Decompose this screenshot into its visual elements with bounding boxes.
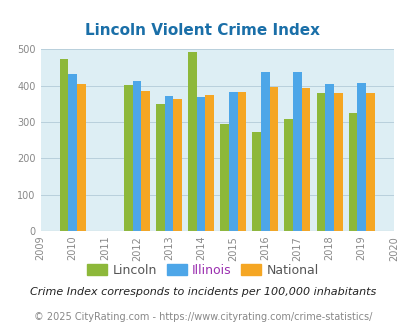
Bar — [60, 58, 68, 231]
Bar — [173, 98, 181, 231]
Bar — [205, 94, 213, 231]
Bar — [156, 104, 164, 231]
Bar — [164, 96, 173, 231]
Text: © 2025 CityRating.com - https://www.cityrating.com/crime-statistics/: © 2025 CityRating.com - https://www.city… — [34, 312, 371, 322]
Bar — [124, 85, 132, 231]
Bar — [220, 124, 228, 231]
Bar — [365, 93, 374, 231]
Bar — [68, 74, 77, 231]
Bar — [252, 132, 260, 231]
Bar — [292, 72, 301, 231]
Bar — [132, 81, 141, 231]
Bar — [237, 92, 246, 231]
Bar — [301, 88, 310, 231]
Bar — [348, 113, 356, 231]
Bar — [356, 83, 365, 231]
Bar — [284, 119, 292, 231]
Bar — [141, 90, 149, 231]
Bar — [228, 92, 237, 231]
Bar — [77, 84, 85, 231]
Text: Lincoln Violent Crime Index: Lincoln Violent Crime Index — [85, 23, 320, 38]
Bar — [316, 93, 324, 231]
Bar — [260, 72, 269, 231]
Bar — [333, 93, 342, 231]
Legend: Lincoln, Illinois, National: Lincoln, Illinois, National — [82, 259, 323, 282]
Bar — [196, 97, 205, 231]
Bar — [324, 84, 333, 231]
Bar — [188, 52, 196, 231]
Text: Crime Index corresponds to incidents per 100,000 inhabitants: Crime Index corresponds to incidents per… — [30, 287, 375, 297]
Bar — [269, 87, 278, 231]
